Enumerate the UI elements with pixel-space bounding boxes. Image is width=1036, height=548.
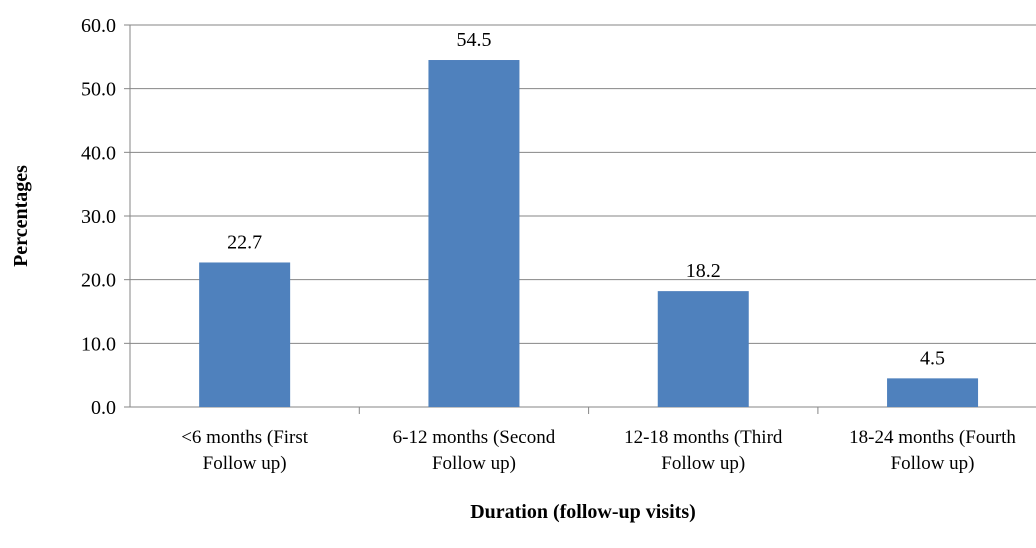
data-label: 22.7 xyxy=(227,231,262,253)
data-labels: 22.7 54.5 18.2 4.5 xyxy=(227,29,945,369)
y-tick-label: 60.0 xyxy=(81,15,116,37)
x-axis-title: Duration (follow-up visits) xyxy=(470,501,696,523)
y-axis-title: Percentages xyxy=(10,165,32,267)
y-tick-label: 10.0 xyxy=(81,333,116,355)
bar xyxy=(887,378,979,407)
y-tick-label: 0.0 xyxy=(91,397,116,419)
y-tick-label: 30.0 xyxy=(81,206,116,228)
y-tick-labels: 0.0 10.0 20.0 30.0 40.0 50.0 60.0 xyxy=(81,15,116,419)
x-category-label: 18-24 months (Fourth Follow up) xyxy=(849,427,1016,474)
y-tick-label: 20.0 xyxy=(81,270,116,292)
bar xyxy=(428,60,520,408)
y-tick-label: 40.0 xyxy=(81,142,116,164)
data-label: 4.5 xyxy=(920,347,945,369)
bars xyxy=(199,60,979,408)
bar xyxy=(657,291,749,407)
data-label: 54.5 xyxy=(456,29,491,51)
x-category-label: 12-18 months (Third Follow up) xyxy=(624,427,783,474)
x-category-labels: <6 months (First Follow up) 6-12 months (S… xyxy=(181,427,1016,474)
x-category-label: 6-12 months (Second Follow up) xyxy=(393,427,556,474)
data-label: 18.2 xyxy=(686,260,721,282)
y-tick-label: 50.0 xyxy=(81,79,116,101)
x-category-label: <6 months (First Follow up) xyxy=(181,427,309,474)
bar xyxy=(199,262,291,407)
